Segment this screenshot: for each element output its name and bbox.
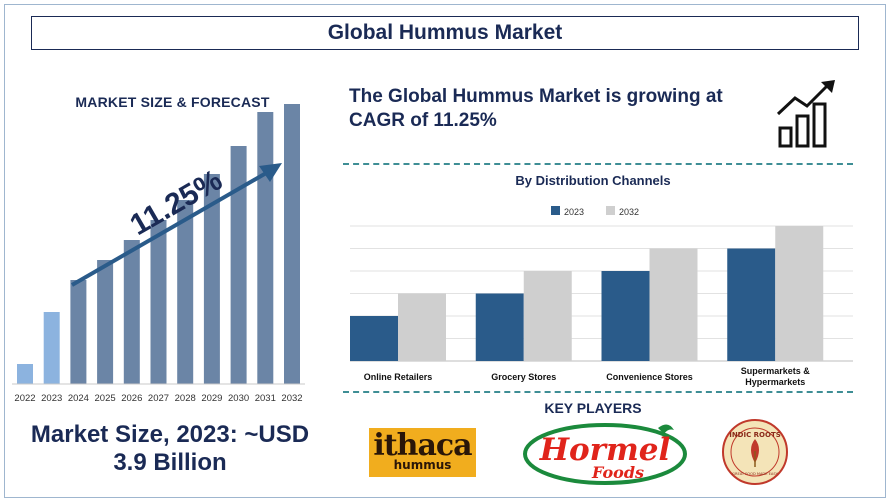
- forecast-bar-2027: [150, 220, 167, 384]
- forecast-bar-2025: [97, 260, 114, 384]
- trend-arrow-icon: [71, 163, 282, 287]
- section-divider: [343, 163, 853, 165]
- ithaca-hummus-logo: ithaca hummus: [369, 428, 476, 477]
- market-size-text: Market Size, 2023: ~USD 3.9 Billion: [0, 421, 340, 477]
- forecast-bar-2031: [257, 112, 274, 384]
- growth-chart-icon: [776, 80, 835, 148]
- market-size-heading: MARKET SIZE & FORECAST: [75, 94, 270, 110]
- forecast-tick-label: 2027: [148, 393, 169, 404]
- forecast-tick-label: 2031: [255, 393, 276, 404]
- forecast-bar-2030: [230, 146, 247, 384]
- cagr-statement: The Global Hummus Market is growing at C…: [349, 85, 779, 133]
- ithaca-logo-text: ithaca: [373, 428, 472, 463]
- indic-logo-subtext: GREAT FOOD MADE EASY: [732, 472, 778, 476]
- cagr-statement-line-2: CAGR of 11.25%: [349, 110, 497, 131]
- forecast-bar-2029: [203, 174, 220, 384]
- forecast-bar-2022: [17, 364, 33, 384]
- outer-frame: [4, 4, 886, 498]
- forecast-tick-label: 2024: [68, 393, 89, 404]
- hormel-logo-subtext: Foods: [591, 463, 644, 482]
- forecast-tick-label: 2022: [14, 393, 35, 404]
- forecast-tick-label: 2025: [95, 393, 116, 404]
- key-players-heading: KEY PLAYERS: [544, 400, 642, 416]
- distribution-chart-title: By Distribution Channels: [515, 173, 671, 188]
- forecast-bar-2026: [123, 240, 140, 384]
- page-title: Global Hummus Market: [31, 16, 859, 50]
- forecast-tick-label: 2029: [201, 393, 222, 404]
- market-forecast-chart: 2022 2023 2024 2025 2026 2027 2028 2029 2030 2031…: [12, 104, 305, 404]
- forecast-tick-label: 2028: [175, 393, 196, 404]
- market-size-line-1: Market Size, 2023: ~USD: [30, 421, 310, 448]
- forecast-bar-2028: [177, 200, 194, 384]
- forecast-tick-label: 2023: [41, 393, 62, 404]
- forecast-bar-2024: [70, 280, 87, 384]
- indic-roots-logo: INDIC ROOTS GREAT FOOD MADE EASY: [722, 419, 788, 485]
- forecast-tick-label: 2030: [228, 393, 249, 404]
- forecast-bar-2023: [43, 312, 60, 384]
- hormel-foods-logo: Hormel Foods: [523, 423, 687, 485]
- cagr-statement-line-1: The Global Hummus Market is growing at: [349, 86, 723, 107]
- section-divider: [343, 391, 853, 393]
- ithaca-logo-subtext: hummus: [393, 458, 452, 472]
- forecast-bar-2032: [284, 104, 300, 384]
- forecast-tick-label: 2026: [121, 393, 142, 404]
- hormel-logo-text: Hormel: [539, 432, 671, 468]
- market-size-line-2: 3.9 Billion: [113, 449, 227, 476]
- forecast-tick-label: 2032: [281, 393, 302, 404]
- indic-logo-text: INDIC ROOTS: [729, 431, 781, 439]
